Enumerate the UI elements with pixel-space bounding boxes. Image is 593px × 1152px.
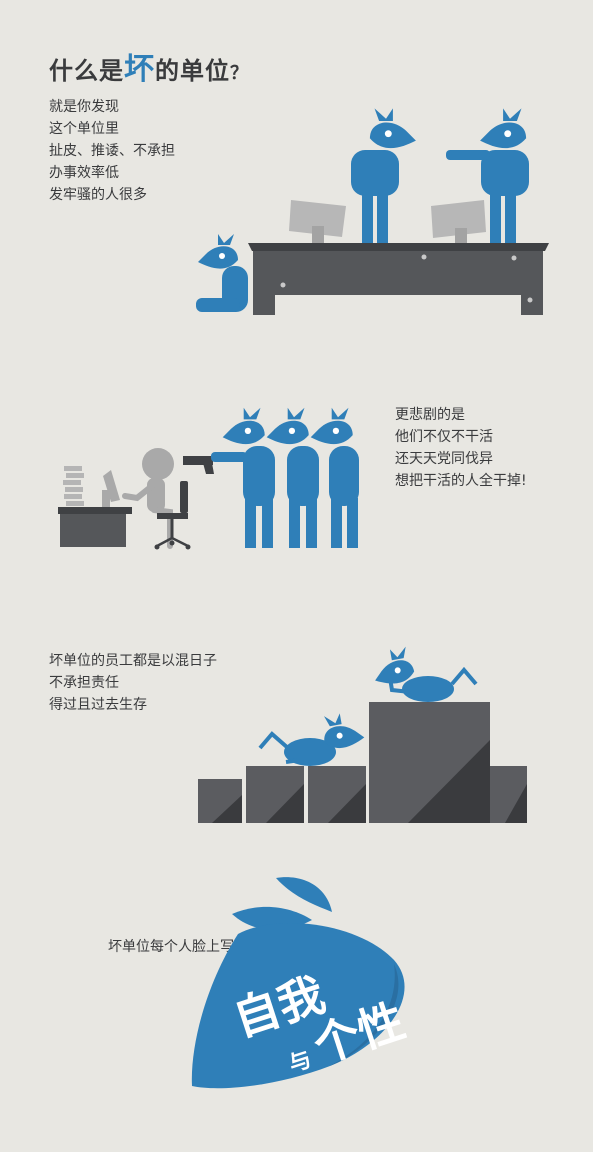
computer-monitor-icon: [102, 470, 120, 507]
office-scene: [196, 108, 549, 315]
boxes-scene: [198, 645, 527, 823]
paper-stack-icon: [63, 466, 84, 506]
henchman-figure: [266, 407, 319, 548]
desk: [58, 507, 132, 547]
box: [369, 702, 490, 823]
title-suffix: 的单位: [155, 57, 230, 85]
computer-monitor-icon: [431, 200, 486, 243]
section1-line: 办事效率低: [49, 165, 119, 181]
section1-line: 这个单位里: [49, 121, 119, 137]
section2-text: 更悲剧的是 他们不仅不干活 还天天党同伐异 想把干活的人全干掉!: [395, 404, 527, 492]
box: [246, 766, 304, 823]
office-chair-icon: [154, 481, 191, 550]
section2-line: 更悲剧的是: [395, 407, 465, 423]
section1-line: 就是你发现: [49, 99, 119, 115]
standing-figure: [351, 108, 416, 243]
sitting-figure: [196, 234, 248, 312]
title-highlight: 坏: [124, 52, 155, 87]
section1-line: 扯皮、推诿、不承担: [49, 143, 175, 159]
title-prefix: 什么是: [49, 57, 124, 85]
section1-line: 发牢骚的人很多: [49, 187, 147, 203]
pointing-figure: [446, 108, 529, 243]
threat-scene: [58, 407, 359, 550]
section3-line: 不承担责任: [49, 675, 119, 691]
section3-line: 得过且过去生存: [49, 697, 147, 713]
computer-monitor-icon: [289, 200, 346, 243]
leaf-icon: [276, 877, 332, 912]
lying-figure: [258, 709, 366, 766]
page-title: 什么是坏的单位？: [49, 44, 249, 88]
henchman-figure: [310, 407, 359, 548]
section3-line: 坏单位的员工都是以混日子: [49, 653, 217, 669]
section3-text: 坏单位的员工都是以混日子 不承担责任 得过且过去生存: [49, 650, 217, 716]
box: [308, 766, 366, 823]
mango-body: [191, 922, 405, 1089]
box: [490, 766, 527, 823]
box: [198, 779, 242, 823]
section4-caption: 坏单位每个人脸上写着: [108, 936, 248, 958]
mango-illustration: 自我 与 个性: [191, 877, 411, 1089]
gunman-figure: [211, 407, 275, 548]
desk: [248, 243, 549, 315]
section4-caption-text: 坏单位每个人脸上写着: [108, 939, 248, 955]
lying-figure: [370, 645, 478, 702]
section2-line: 想把干活的人全干掉!: [395, 473, 527, 489]
section2-line: 他们不仅不干活: [395, 429, 493, 445]
section2-line: 还天天党同伐异: [395, 451, 493, 467]
title-question-mark: ？: [230, 63, 249, 84]
section1-text: 就是你发现 这个单位里 扯皮、推诿、不承担 办事效率低 发牢骚的人很多: [49, 96, 175, 206]
gun-icon: [183, 456, 214, 474]
worker-figure: [122, 448, 174, 549]
